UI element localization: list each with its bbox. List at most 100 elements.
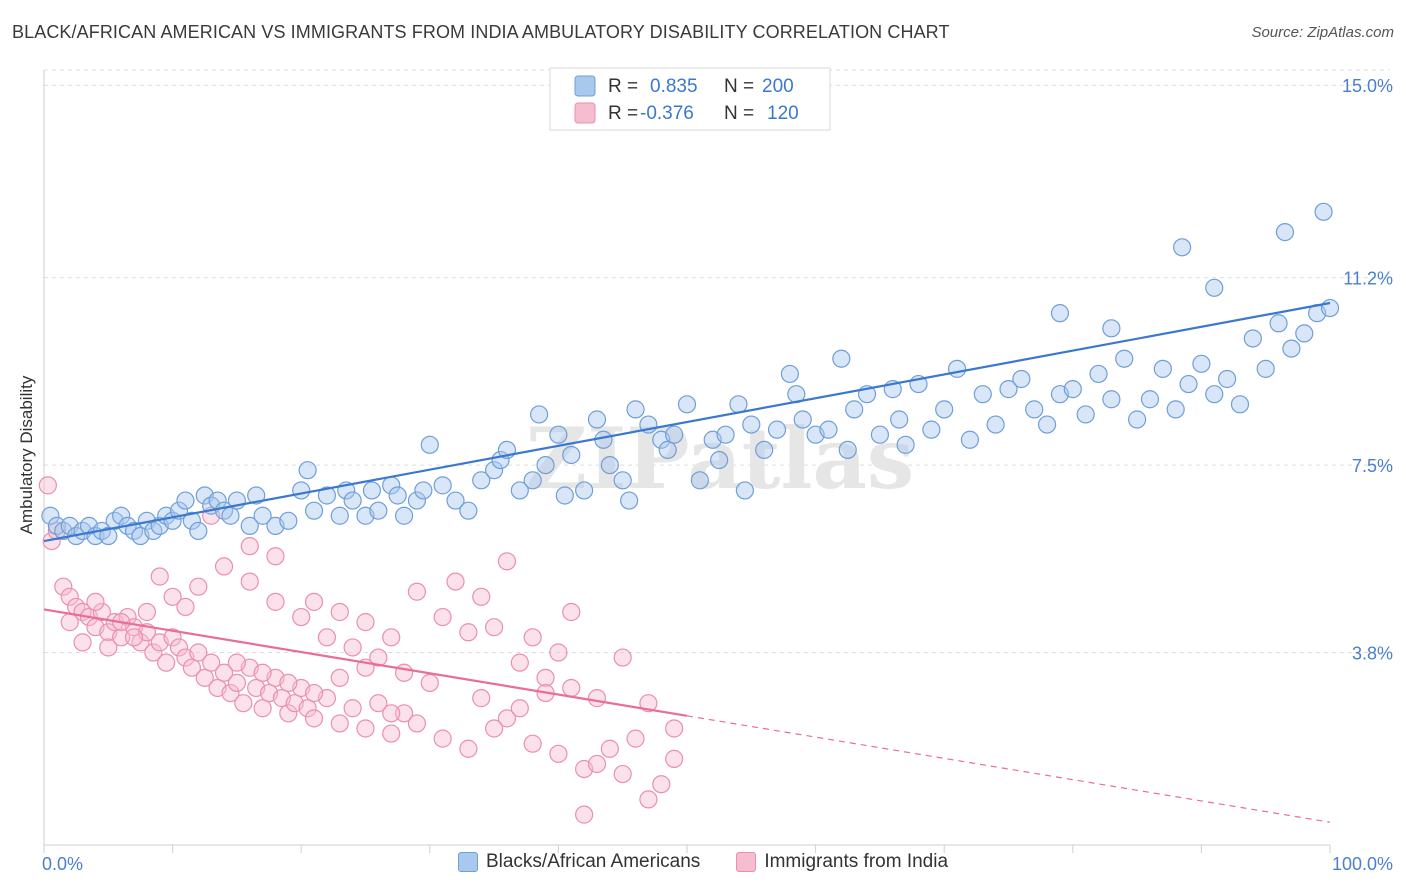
india-point-20 [163, 628, 182, 647]
blacks-point-105 [986, 415, 1005, 434]
india-point-64 [587, 689, 607, 708]
trend-line-blacks [43, 301, 1331, 543]
blacks-point-134 [1314, 202, 1333, 221]
blacks-point-35 [292, 481, 311, 500]
india-point-67 [665, 719, 684, 738]
series-blacks-points [41, 202, 1340, 546]
legend-r-value-pink: -0.376 [640, 103, 694, 124]
india-point-81 [292, 607, 311, 627]
legend-swatch-pink [736, 852, 757, 872]
blacks-point-117 [1140, 390, 1160, 409]
chart-title: BLACK/AFRICAN AMERICAN VS IMMIGRANTS FRO… [12, 22, 950, 42]
blacks-point-32 [253, 506, 272, 525]
blacks-point-93 [845, 400, 864, 419]
india-point-28 [214, 663, 234, 682]
india-point-51 [240, 537, 259, 556]
blacks-point-112 [1076, 405, 1095, 424]
blacks-point-126 [1256, 359, 1275, 378]
blacks-point-65 [575, 481, 594, 500]
blacks-point-28 [221, 506, 240, 525]
india-point-12 [112, 628, 131, 647]
india-point-77 [394, 663, 414, 682]
blacks-point-66 [587, 410, 607, 429]
blacks-point-80 [716, 425, 735, 444]
blacks-point-31 [247, 486, 266, 505]
india-point-99 [304, 683, 324, 703]
india-point-79 [343, 638, 362, 657]
blacks-point-136 [1050, 304, 1070, 323]
india-point-119 [575, 805, 594, 824]
legend-item-india[interactable]: Immigrants from India [736, 851, 948, 873]
blacks-point-121 [1192, 354, 1211, 373]
blacks-point-55 [485, 461, 504, 480]
india-point-59 [459, 623, 478, 642]
india-point-109 [562, 602, 581, 622]
grid-lines [44, 69, 1390, 654]
blacks-point-129 [1295, 324, 1314, 343]
india-point-78 [369, 648, 388, 667]
y-tick-labels: 3.8% 7.5% 11.2% 15.0% [1342, 76, 1393, 663]
india-point-113 [665, 749, 684, 768]
blacks-point-92 [838, 440, 857, 460]
blacks-point-76 [677, 395, 697, 414]
blacks-point-104 [973, 385, 992, 404]
blacks-point-79 [710, 450, 729, 470]
blacks-point-46 [388, 486, 407, 505]
india-point-100 [330, 668, 349, 687]
blacks-point-115 [1115, 349, 1134, 368]
blacks-point-90 [819, 420, 838, 439]
blacks-point-125 [1243, 329, 1262, 348]
y-tick-label-0: 3.8% [1352, 644, 1393, 664]
india-point-89 [86, 592, 105, 611]
blacks-point-113 [1089, 364, 1108, 384]
india-point-73 [626, 729, 645, 748]
legend-item-blacks[interactable]: Blacks/African Americans [457, 851, 700, 873]
series-immigrants-india-points [38, 476, 684, 824]
blacks-point-81 [729, 395, 748, 414]
india-point-116 [497, 552, 517, 571]
blacks-point-53 [459, 501, 478, 520]
india-point-98 [279, 673, 298, 693]
blacks-point-38 [317, 486, 337, 505]
blacks-point-41 [343, 491, 362, 510]
india-point-23 [182, 658, 201, 677]
y-tick-label-1: 7.5% [1352, 456, 1393, 476]
blacks-point-85 [767, 420, 787, 439]
blacks-point-22 [182, 511, 201, 530]
india-point-96 [227, 653, 246, 672]
india-point-61 [510, 653, 529, 672]
india-point-86 [163, 587, 182, 606]
blacks-point-68 [600, 455, 619, 475]
india-point-91 [150, 567, 169, 586]
india-point-42 [304, 709, 324, 728]
india-point-21 [169, 638, 189, 657]
india-point-62 [536, 668, 555, 687]
india-point-97 [253, 663, 272, 682]
india-point-30 [227, 673, 246, 693]
legend-n-value-pink: 120 [767, 103, 799, 124]
blacks-point-137 [1205, 278, 1224, 297]
blacks-point-34 [279, 511, 298, 530]
india-point-76 [420, 673, 439, 693]
legend-r-value-blue: 0.835 [650, 76, 698, 97]
blacks-point-124 [1230, 395, 1250, 414]
blacks-point-107 [1012, 369, 1031, 389]
india-point-47 [369, 694, 388, 713]
trend-lines [43, 301, 1331, 823]
india-point-103 [407, 714, 427, 733]
india-point-114 [446, 572, 465, 591]
india-point-65 [613, 648, 632, 667]
blacks-point-75 [665, 425, 684, 444]
blacks-point-102 [947, 359, 967, 378]
india-point-63 [562, 678, 581, 698]
india-point-48 [382, 724, 401, 743]
legend-top-swatch-blue [574, 75, 596, 97]
india-point-19 [157, 653, 176, 672]
x-tick-label-left: 0.0% [42, 854, 83, 874]
india-point-84 [214, 557, 234, 576]
axes [43, 70, 1331, 853]
blacks-point-83 [742, 415, 761, 434]
india-point-53 [304, 592, 324, 611]
india-point-112 [639, 790, 658, 809]
india-point-34 [253, 699, 272, 718]
